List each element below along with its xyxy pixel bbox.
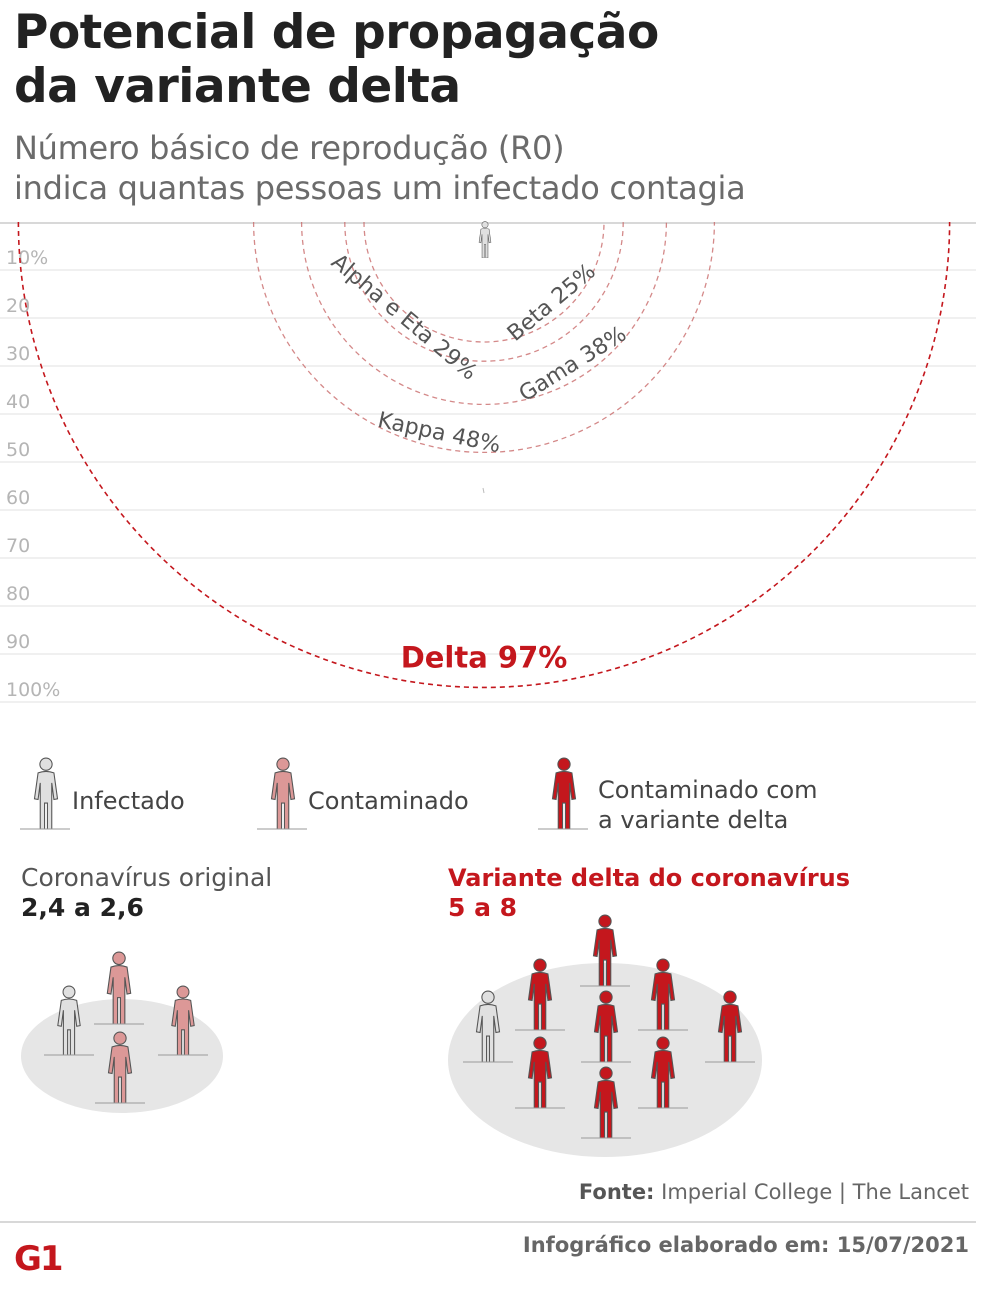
original-block-heading: Coronavírus original 2,4 a 2,6	[21, 863, 272, 923]
variant-ring	[344, 221, 624, 362]
delta-contaminated-person	[581, 990, 631, 1063]
variant-label: Delta 97%	[401, 641, 568, 675]
delta-contaminated-person	[580, 914, 630, 987]
legend-delta-icon	[538, 757, 588, 830]
variant-ring	[363, 221, 605, 343]
subtitle: Número básico de reprodução (R0) indica …	[14, 128, 746, 208]
axis-tick-label: 80	[6, 583, 30, 605]
axis-tick-label: 30	[6, 343, 30, 365]
legend-infected-icon	[20, 757, 70, 830]
svg-text:G1: G1	[14, 1240, 62, 1274]
axis-tick-label: 60	[6, 487, 30, 509]
axis-tick-label: 10%	[6, 247, 48, 269]
original-contaminated-person	[95, 1031, 145, 1104]
delta-contaminated-person	[638, 958, 688, 1031]
publish-date: Infográfico elaborado em: 15/07/2021	[522, 1233, 969, 1257]
axis-tick-label: 70	[6, 535, 30, 557]
source-label: Fonte:	[578, 1180, 655, 1204]
variant-ring	[17, 221, 951, 689]
delta-contaminated-person	[638, 1036, 688, 1109]
legend-delta-line-2: a variante delta	[598, 806, 789, 834]
legend-contaminated-icon	[257, 757, 307, 830]
subtitle-line-1: Número básico de reprodução (R0)	[14, 129, 565, 167]
variant-label: Beta 25%	[503, 259, 601, 347]
original-contaminated-person	[158, 985, 208, 1056]
legend-delta-label: Contaminado com a variante delta	[598, 775, 818, 835]
page-title: Potencial de propagação da variante delt…	[14, 6, 659, 114]
axis-tick-label: 50	[6, 439, 30, 461]
variant-label: Kappa 48%	[375, 408, 502, 458]
footer-divider	[0, 1221, 976, 1223]
original-contaminated-person	[94, 951, 144, 1025]
legend-infected-label: Infectado	[72, 787, 185, 815]
header-divider	[0, 222, 976, 224]
delta-contaminated-person	[705, 990, 755, 1063]
variant-rings	[17, 221, 951, 689]
source-credit: Fonte: Imperial College | The Lancet	[579, 1180, 969, 1204]
delta-contaminated-person	[515, 1036, 565, 1109]
axis-tick-label: 100%	[6, 679, 60, 701]
original-infected-person	[44, 985, 94, 1056]
axis-tick-labels: 10% 20 30 40 50 60 70 80 90 100%	[6, 247, 60, 701]
delta-value: 5 a 8	[448, 893, 518, 922]
variant-ring	[252, 221, 716, 454]
axis-tick-label: 90	[6, 631, 30, 653]
delta-contaminated-person	[581, 1066, 631, 1139]
delta-contaminated-person	[515, 958, 565, 1031]
chart-center-mark	[482, 487, 485, 494]
central-infected-person	[478, 221, 492, 258]
subtitle-line-2: indica quantas pessoas um infectado cont…	[14, 169, 746, 207]
legend-contaminated-label: Contaminado	[308, 787, 469, 815]
delta-block-heading: Variante delta do coronavírus 5 a 8	[448, 863, 850, 923]
grid-lines	[0, 269, 976, 703]
delta-title: Variante delta do coronavírus	[448, 864, 851, 892]
axis-tick-label: 20	[6, 295, 30, 317]
legend-delta-line-1: Contaminado com	[598, 776, 818, 804]
delta-infected-person	[463, 990, 513, 1063]
g1-logo: G1	[14, 1240, 64, 1274]
original-value: 2,4 a 2,6	[21, 893, 144, 922]
title-line-1: Potencial de propagação	[14, 5, 659, 60]
original-title: Coronavírus original	[21, 863, 273, 892]
source-value: Imperial College | The Lancet	[661, 1180, 969, 1204]
axis-tick-label: 40	[6, 391, 30, 413]
title-line-2: da variante delta	[14, 59, 461, 114]
